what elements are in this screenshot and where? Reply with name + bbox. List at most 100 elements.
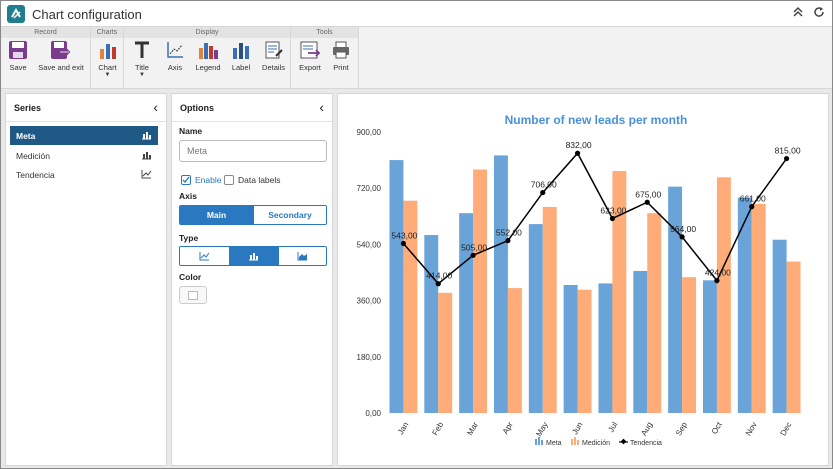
print-button[interactable]: Print [328, 40, 354, 86]
check-icon [181, 175, 191, 185]
legend-label: Meta [546, 440, 562, 447]
options-panel-title: Options [180, 103, 214, 113]
chevron-left-icon[interactable]: ‹ [319, 99, 324, 115]
x-tick-label: Feb [430, 420, 445, 437]
bar-meta [702, 280, 717, 413]
title-label: Title [135, 63, 149, 72]
legend-icon [577, 440, 579, 445]
axis-button[interactable]: Axis [161, 40, 189, 86]
bar-medicion [751, 203, 766, 413]
chart-panel: Number of new leads per month 0,00 180,00… [337, 93, 829, 466]
trend-data-label: 564,00 [670, 224, 696, 234]
legend-button[interactable]: Legend [193, 40, 223, 86]
trend-data-label: 543,00 [391, 230, 417, 240]
legend-label: Legend [195, 63, 221, 72]
trend-point [679, 234, 685, 240]
chevron-left-icon[interactable]: ‹ [153, 99, 158, 115]
x-tick-label: May [534, 421, 549, 439]
bar-meta [772, 239, 787, 413]
trend-point [574, 150, 581, 156]
type-area-button[interactable] [278, 247, 326, 265]
group-title-charts: Charts [91, 27, 123, 38]
details-button[interactable]: Details [259, 40, 288, 86]
series-item-medicion[interactable]: Medición [10, 146, 158, 165]
bar-meta [528, 224, 543, 413]
bar-medicion [786, 261, 801, 413]
export-icon [300, 41, 321, 59]
axis-main-button[interactable]: Main [180, 206, 253, 224]
label-icon [233, 43, 249, 59]
options-panel-header: Options ‹ [172, 94, 332, 122]
app-logo-icon [7, 5, 25, 23]
save-icon [9, 41, 27, 59]
line-chart-icon [141, 169, 152, 181]
export-button[interactable]: Export [296, 40, 324, 86]
legend-icon [535, 439, 537, 445]
title-button[interactable]: Title ▼ [128, 40, 156, 86]
bar-meta [493, 155, 508, 413]
name-input[interactable]: Meta [179, 140, 327, 162]
options-panel: Options ‹ Name Meta Enable Data labels A… [171, 93, 333, 466]
trend-data-label: 424,00 [705, 268, 731, 278]
x-tick-label: Mar [465, 420, 480, 437]
title-icon [135, 41, 149, 58]
trend-data-label: 706,00 [531, 180, 557, 190]
enable-label: Enable [195, 175, 222, 185]
refresh-icon[interactable] [811, 6, 827, 22]
y-tick-label: 180,00 [357, 353, 382, 362]
series-item-meta[interactable]: Meta [10, 126, 158, 145]
save-button[interactable]: Save [5, 40, 31, 86]
type-bar-button[interactable] [229, 247, 278, 265]
bar-medicion [438, 292, 453, 413]
area-chart-icon [297, 252, 307, 261]
trend-data-label: 623,00 [600, 205, 626, 215]
chart-icon [99, 44, 116, 59]
series-panel-title: Series [14, 103, 42, 113]
axis-secondary-button[interactable]: Secondary [253, 206, 326, 224]
bar-chart-icon [141, 150, 152, 162]
label-button[interactable]: Label [227, 40, 255, 86]
series-item-label: Meta [16, 131, 36, 141]
bar-meta [563, 284, 578, 413]
type-line-button[interactable] [180, 247, 229, 265]
bar-meta [598, 283, 613, 413]
y-tick-label: 720,00 [357, 184, 382, 193]
axis-label: Axis [167, 63, 183, 72]
series-item-label: Medición [16, 151, 51, 161]
bar-medicion [682, 277, 697, 413]
trend-point [400, 240, 407, 247]
chart-type-button[interactable]: Chart ▼ [95, 40, 120, 86]
collapse-up-icon[interactable] [790, 6, 806, 22]
x-tick-label: Oct [710, 420, 724, 436]
axis-icon [167, 42, 183, 58]
data-labels-label: Data labels [238, 175, 281, 185]
trend-point [609, 215, 616, 222]
details-label: Details [262, 63, 285, 72]
trend-data-label: 661,00 [740, 194, 766, 204]
series-panel-header: Series ‹ [6, 94, 166, 122]
save-and-exit-button[interactable]: Save and exit [37, 40, 85, 86]
save-exit-icon [51, 41, 71, 59]
color-picker[interactable] [179, 286, 207, 304]
legend-label: Tendencia [630, 440, 662, 447]
legend-label: Medición [582, 440, 610, 447]
save-label: Save [9, 63, 27, 72]
label-label: Label [231, 63, 251, 72]
bar-medicion [542, 206, 557, 413]
x-tick-label: Jan [396, 421, 410, 437]
type-field-label: Type [179, 233, 199, 243]
trend-data-label: 675,00 [635, 189, 661, 199]
axis-field-label: Axis [179, 191, 197, 201]
bar-medicion [612, 171, 627, 413]
group-title-tools: Tools [291, 27, 358, 38]
bar-medicion [577, 289, 592, 413]
print-label: Print [333, 63, 349, 72]
bar-chart-icon [249, 253, 258, 261]
name-label: Name [179, 126, 203, 136]
chart-svg: Number of new leads per month 0,00 180,00… [357, 113, 801, 447]
bar-medicion [403, 200, 418, 413]
legend-icon [620, 438, 627, 445]
export-label: Export [299, 63, 321, 72]
series-item-tendencia[interactable]: Tendencia [10, 165, 158, 184]
